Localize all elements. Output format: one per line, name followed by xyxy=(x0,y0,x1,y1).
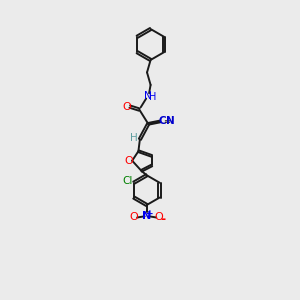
Text: O: O xyxy=(155,212,164,223)
Text: H: H xyxy=(130,133,138,143)
Text: -: - xyxy=(160,213,166,226)
Text: C: C xyxy=(159,116,166,126)
Text: ≡: ≡ xyxy=(163,117,170,126)
Text: N: N xyxy=(167,116,175,126)
Text: O: O xyxy=(130,212,139,223)
Text: O: O xyxy=(122,102,131,112)
Text: Cl: Cl xyxy=(122,176,133,186)
Text: N: N xyxy=(144,91,152,101)
Text: H: H xyxy=(149,92,157,102)
Text: O: O xyxy=(125,156,134,166)
Text: +: + xyxy=(146,209,154,218)
Text: N: N xyxy=(142,211,152,221)
